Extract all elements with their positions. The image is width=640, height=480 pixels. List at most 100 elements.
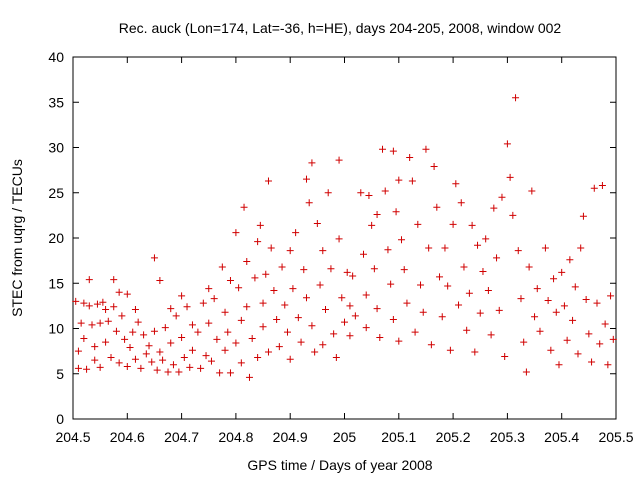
data-point [392, 208, 400, 216]
data-point [80, 299, 88, 307]
data-point [311, 348, 319, 356]
data-point [379, 145, 387, 153]
data-point [558, 268, 566, 276]
data-point [520, 338, 528, 346]
data-point [110, 276, 118, 284]
data-point [552, 308, 560, 316]
data-point [531, 313, 539, 321]
data-point [275, 343, 283, 351]
x-tick-label: 204.7 [164, 429, 199, 445]
data-point [522, 368, 530, 376]
data-point [490, 204, 498, 212]
data-point [330, 330, 338, 338]
data-point [525, 263, 533, 271]
data-point [102, 305, 110, 313]
data-point [188, 346, 196, 354]
data-point [498, 193, 506, 201]
data-point [362, 291, 370, 299]
data-point [175, 368, 183, 376]
data-point [313, 220, 321, 228]
data-point [395, 176, 403, 184]
data-point [547, 346, 555, 354]
data-point [588, 358, 596, 366]
data-point [112, 327, 120, 335]
data-point [468, 221, 476, 229]
data-point [593, 299, 601, 307]
data-point [283, 328, 291, 336]
data-point [327, 265, 335, 273]
data-point [493, 254, 501, 262]
data-point [210, 295, 218, 303]
x-tick-label: 205.3 [490, 429, 525, 445]
data-point [259, 323, 267, 331]
data-point [235, 284, 243, 292]
data-points [72, 94, 617, 381]
data-point [427, 341, 435, 349]
data-point [115, 288, 123, 296]
data-point [607, 292, 615, 300]
data-point [501, 353, 509, 361]
x-axis-ticks: 204.5 204.6 204.7 204.8 204.9 205 205.1 205.2 20… [55, 57, 634, 445]
data-point [566, 256, 574, 264]
data-point [335, 235, 343, 243]
data-point [609, 335, 617, 343]
data-point [121, 335, 129, 343]
data-point [273, 315, 281, 323]
data-point [123, 290, 131, 298]
data-point [156, 277, 164, 285]
data-point [110, 303, 118, 311]
data-point [335, 156, 343, 164]
data-point [148, 358, 156, 366]
data-point [395, 337, 403, 345]
data-point [509, 211, 517, 219]
data-point [316, 281, 324, 289]
data-point [411, 328, 419, 336]
data-point [226, 369, 234, 377]
data-point [476, 309, 484, 317]
data-point [376, 334, 384, 342]
data-point [512, 94, 520, 102]
data-point [115, 359, 123, 367]
data-point [107, 353, 115, 361]
data-point [131, 355, 139, 363]
data-point [449, 220, 457, 228]
data-point [264, 348, 272, 356]
data-point [96, 363, 104, 371]
y-tick-label: 35 [48, 94, 64, 110]
data-point [289, 285, 297, 293]
data-point [338, 294, 346, 302]
y-tick-label: 10 [48, 321, 64, 337]
data-point [438, 313, 446, 321]
data-point [471, 348, 479, 356]
x-tick-label: 205.4 [544, 429, 579, 445]
data-point [433, 203, 441, 211]
data-point [357, 189, 365, 197]
data-point [88, 321, 96, 329]
y-tick-label: 20 [48, 230, 64, 246]
data-point [80, 334, 88, 342]
data-point [398, 236, 406, 244]
data-point [129, 328, 137, 336]
data-point [555, 361, 563, 369]
data-point [319, 247, 327, 255]
data-point [213, 335, 221, 343]
data-point [346, 302, 354, 310]
data-point [582, 296, 590, 304]
data-point [381, 187, 389, 195]
x-tick-label: 205 [333, 429, 357, 445]
data-point [164, 368, 172, 376]
data-point [207, 357, 215, 365]
data-point [232, 229, 240, 237]
data-point [463, 326, 471, 334]
data-point [286, 247, 294, 255]
data-point [321, 305, 329, 313]
data-point [99, 298, 107, 306]
data-point [167, 305, 175, 313]
data-point [131, 305, 139, 313]
data-point [560, 302, 568, 310]
data-point [341, 318, 348, 326]
data-point [452, 180, 460, 188]
x-tick-label: 204.9 [273, 429, 308, 445]
